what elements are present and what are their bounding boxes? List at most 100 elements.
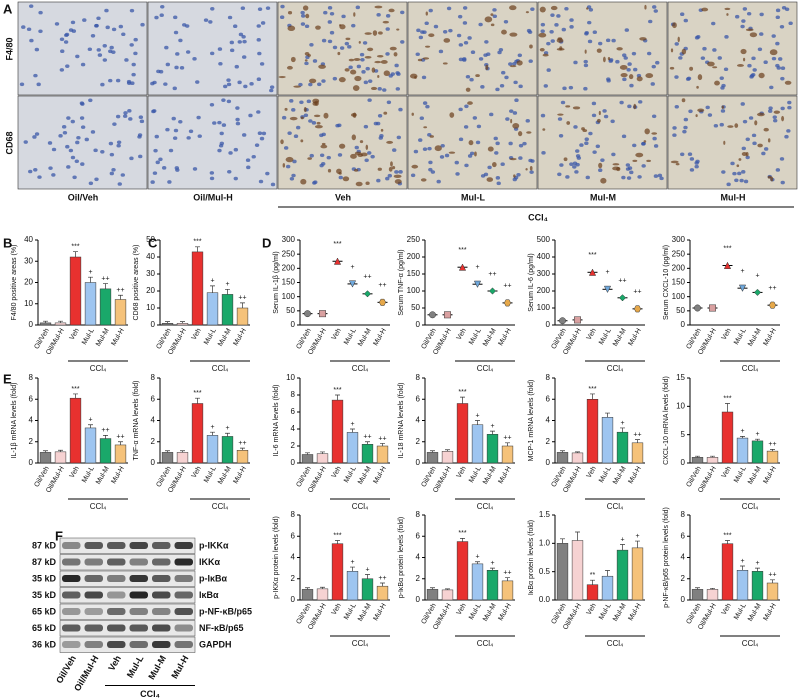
significance: ** xyxy=(590,572,596,579)
blot-strip xyxy=(59,570,196,587)
nucleus xyxy=(415,52,420,57)
stain xyxy=(681,98,686,103)
nucleus xyxy=(556,14,561,18)
nucleus xyxy=(627,104,632,109)
stain xyxy=(538,32,547,38)
nucleus xyxy=(674,42,679,46)
stain xyxy=(386,140,394,144)
stain xyxy=(742,57,746,62)
stain xyxy=(357,153,364,158)
error-bar xyxy=(210,285,215,293)
stain xyxy=(539,47,545,52)
nucleus xyxy=(458,57,464,62)
nucleus xyxy=(94,23,99,28)
significance: ++ xyxy=(238,295,246,302)
x-tick-label: Mul-H xyxy=(497,602,512,622)
x-tick-label: Mul-L xyxy=(598,465,613,484)
nucleus xyxy=(717,56,722,60)
nucleus xyxy=(492,8,497,12)
significance: ++ xyxy=(378,575,386,582)
bar xyxy=(176,452,189,464)
bar xyxy=(114,299,127,326)
error-bar xyxy=(240,447,245,451)
stain xyxy=(442,62,448,65)
nucleus xyxy=(289,177,295,181)
nucleus xyxy=(257,131,263,136)
band xyxy=(129,641,148,648)
nucleus xyxy=(769,85,774,90)
nucleus xyxy=(478,22,483,27)
bar xyxy=(54,322,67,326)
x-tick-label: Mul-H xyxy=(232,327,247,347)
group-label: CCl₄ xyxy=(212,502,229,511)
dot xyxy=(769,301,776,309)
bar xyxy=(426,589,439,601)
bar xyxy=(361,578,374,601)
stain xyxy=(689,66,694,71)
bar xyxy=(54,451,67,464)
panel-label: D xyxy=(262,235,271,250)
x-tick-label: Mul-L xyxy=(203,465,218,484)
stain xyxy=(377,167,382,171)
significance: + xyxy=(210,424,214,431)
nucleus xyxy=(300,10,305,15)
nucleus xyxy=(646,51,652,56)
bar xyxy=(486,570,499,601)
y-tick-label: 0 xyxy=(29,320,34,329)
nucleus xyxy=(394,63,399,68)
stain xyxy=(670,160,679,164)
nucleus xyxy=(455,172,460,176)
significance: + xyxy=(755,431,759,438)
stain xyxy=(305,13,310,19)
stain xyxy=(714,80,720,86)
x-tick-label: Mul-H xyxy=(627,465,642,485)
nucleus xyxy=(118,24,124,29)
significance: + xyxy=(88,417,92,424)
nucleus xyxy=(218,61,223,66)
nucleus xyxy=(237,80,242,85)
error-bar xyxy=(620,544,625,551)
nucleus xyxy=(175,52,180,56)
y-tick-label: 200 xyxy=(537,286,551,295)
nucleus xyxy=(100,82,105,87)
nucleus xyxy=(312,59,318,63)
nucleus xyxy=(554,23,559,27)
y-tick-label: 0 xyxy=(416,595,421,604)
nucleus xyxy=(356,64,362,69)
stain xyxy=(487,146,494,152)
significance: *** xyxy=(71,386,79,393)
stain xyxy=(646,159,651,163)
nucleus xyxy=(627,62,632,66)
y-tick-label: 0 xyxy=(546,458,551,467)
bar xyxy=(376,445,389,464)
nucleus xyxy=(641,142,646,146)
band xyxy=(107,558,126,566)
significance: ++ xyxy=(768,572,776,579)
band xyxy=(174,558,193,566)
y-tick-label: 4 xyxy=(546,416,551,425)
stain xyxy=(526,131,532,134)
stain xyxy=(628,74,634,80)
band xyxy=(174,624,193,632)
nucleus xyxy=(509,109,514,113)
bar xyxy=(191,251,204,326)
stain xyxy=(359,140,364,144)
y-tick-label: 2 xyxy=(416,437,421,446)
bar xyxy=(456,403,469,464)
y-tick-label: 4 xyxy=(29,416,34,425)
nucleus xyxy=(771,56,777,61)
dot xyxy=(723,261,732,269)
stain xyxy=(420,178,427,182)
nucleus xyxy=(197,134,202,138)
bar xyxy=(221,294,234,326)
x-tick-label: Mul-M xyxy=(357,465,373,485)
stain xyxy=(612,166,621,171)
stain xyxy=(696,85,699,89)
y-tick-label: 0 xyxy=(681,458,686,467)
nucleus xyxy=(398,170,403,174)
nucleus xyxy=(734,14,740,19)
nucleus xyxy=(319,153,325,158)
y-tick-label: 0 xyxy=(29,458,34,467)
nucleus xyxy=(235,121,241,126)
nucleus xyxy=(376,13,381,17)
